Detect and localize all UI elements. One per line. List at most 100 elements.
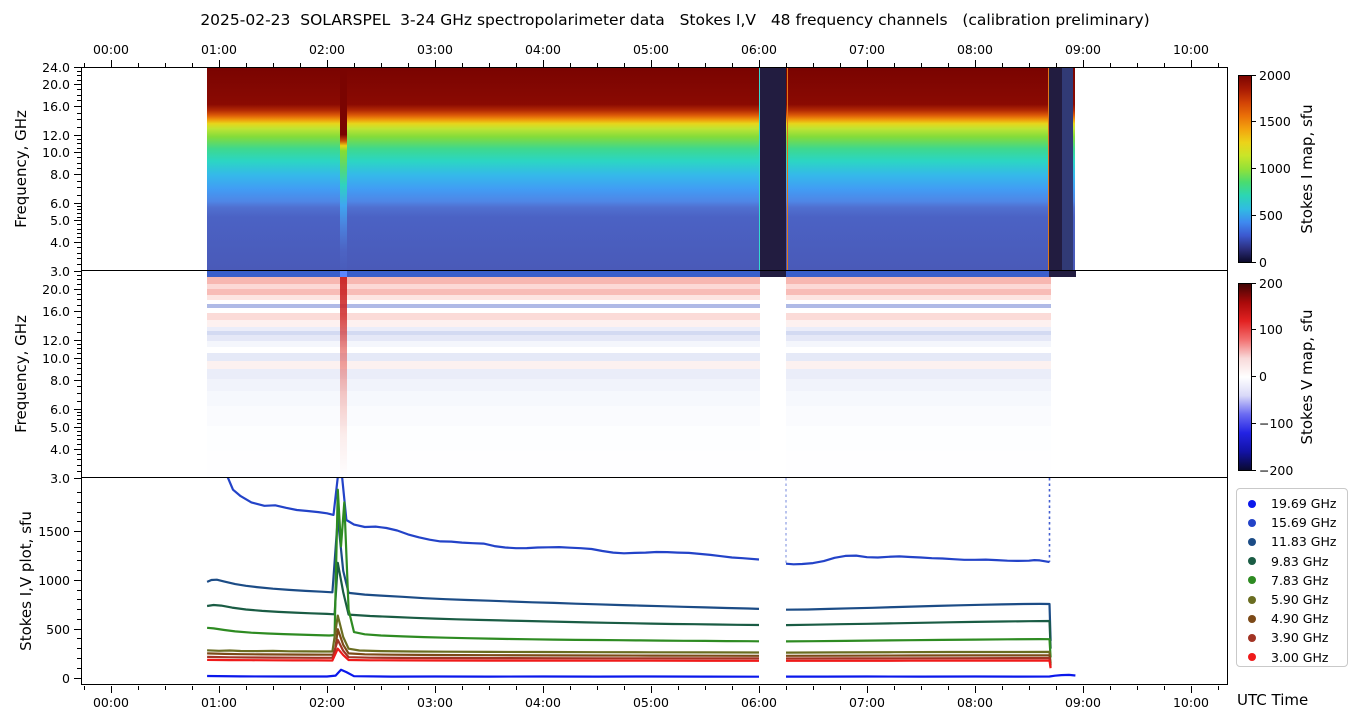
freq-minor-tick bbox=[77, 119, 81, 121]
x-minor-tick bbox=[596, 686, 598, 690]
x-tick-label: 07:00 bbox=[848, 42, 886, 57]
legend-item: 3.90 GHz bbox=[1237, 628, 1347, 647]
stokes-v-top-channel-band bbox=[207, 271, 1076, 277]
x-minor-tick bbox=[839, 686, 841, 690]
freq-minor-tick bbox=[77, 100, 81, 102]
x-minor-tick bbox=[1109, 63, 1111, 67]
colorbar-tick bbox=[1252, 282, 1256, 284]
freq-minor-tick bbox=[77, 157, 81, 159]
x-tick bbox=[326, 686, 328, 693]
x-minor-tick bbox=[1055, 686, 1057, 690]
x-tick-label: 04:00 bbox=[524, 42, 562, 57]
end-band-light-strip bbox=[1062, 68, 1073, 270]
x-minor-tick bbox=[191, 63, 193, 67]
freq-tick bbox=[74, 270, 81, 272]
x-minor-tick bbox=[623, 63, 625, 67]
x-tick-label: 03:00 bbox=[416, 42, 454, 57]
freq-minor-tick bbox=[77, 283, 81, 285]
freq-tick-label: 10.0 bbox=[42, 350, 70, 366]
x-minor-tick bbox=[1001, 63, 1003, 67]
x-tick-label: 08:00 bbox=[956, 42, 994, 57]
freq-minor-tick bbox=[77, 465, 81, 467]
freq-minor-tick bbox=[77, 79, 81, 81]
stokes-v-band bbox=[207, 406, 1051, 426]
x-tick bbox=[218, 686, 220, 693]
colorbar-tick bbox=[1252, 469, 1256, 471]
series-15-69-GHz bbox=[785, 554, 1050, 566]
x-minor-tick bbox=[1028, 686, 1030, 690]
y-minor-tick bbox=[77, 501, 81, 503]
freq-tick bbox=[74, 357, 81, 359]
legend-item: 3.00 GHz bbox=[1237, 648, 1347, 667]
legend-marker bbox=[1248, 576, 1256, 585]
x-minor-tick bbox=[731, 63, 733, 67]
freq-tick bbox=[74, 408, 81, 410]
freq-tick bbox=[74, 379, 81, 381]
stokes-v-band bbox=[207, 379, 1051, 391]
y-minor-tick bbox=[77, 609, 81, 611]
x-minor-tick bbox=[677, 686, 679, 690]
freq-minor-tick bbox=[77, 94, 81, 96]
freq-minor-tick bbox=[77, 393, 81, 395]
stokes-v-band bbox=[207, 361, 1051, 369]
x-minor-tick bbox=[785, 63, 787, 67]
stokes-i-colorbar bbox=[1238, 75, 1252, 263]
legend-label: 5.90 GHz bbox=[1271, 592, 1329, 608]
colorbar-tick-label: 0 bbox=[1259, 254, 1267, 270]
x-minor-tick bbox=[785, 686, 787, 690]
x-minor-tick bbox=[137, 63, 139, 67]
stokes-v-band bbox=[207, 353, 1051, 361]
colorbar-tick bbox=[1252, 329, 1256, 331]
series-3-00-GHz bbox=[786, 659, 1052, 669]
x-tick-label: 02:00 bbox=[308, 695, 346, 710]
legend-item: 15.69 GHz bbox=[1237, 513, 1347, 532]
x-tick bbox=[974, 60, 976, 67]
x-minor-tick bbox=[191, 686, 193, 690]
legend-item: 9.83 GHz bbox=[1237, 552, 1347, 571]
stokes-v-band bbox=[207, 320, 1051, 327]
colorbar-tick bbox=[1252, 74, 1256, 76]
freq-tick-label: 8.0 bbox=[50, 167, 70, 183]
x-tick-label: 03:00 bbox=[416, 695, 454, 710]
legend-marker bbox=[1248, 614, 1256, 623]
x-minor-tick bbox=[947, 686, 949, 690]
legend-item: 4.90 GHz bbox=[1237, 609, 1347, 628]
freq-minor-tick bbox=[77, 373, 81, 375]
x-minor-tick bbox=[569, 63, 571, 67]
stokes-v-band bbox=[207, 335, 1051, 341]
legend-item: 5.90 GHz bbox=[1237, 590, 1347, 609]
x-tick bbox=[218, 60, 220, 67]
y-minor-tick bbox=[77, 540, 81, 542]
freq-tick-label: 16.0 bbox=[42, 303, 70, 319]
stokes-iv-plot-panel bbox=[81, 478, 1228, 685]
gap-edge-orange-line bbox=[786, 68, 788, 270]
legend-marker bbox=[1248, 518, 1256, 527]
stokes-v-band bbox=[207, 304, 1051, 308]
x-minor-tick bbox=[704, 686, 706, 690]
freq-minor-tick bbox=[77, 205, 81, 207]
freq-tick bbox=[74, 426, 81, 428]
x-tick bbox=[758, 60, 760, 67]
freq-minor-tick bbox=[77, 216, 81, 218]
freq-minor-tick bbox=[77, 194, 81, 196]
y-tick-label: 1500 bbox=[38, 524, 70, 540]
colorbar-tick bbox=[1252, 214, 1256, 216]
series-5-90-GHz bbox=[207, 614, 760, 654]
freq-minor-tick bbox=[77, 386, 81, 388]
legend-item: 11.83 GHz bbox=[1237, 532, 1347, 551]
freq-minor-tick bbox=[77, 187, 81, 189]
x-tick bbox=[542, 686, 544, 693]
x-tick-label: 10:00 bbox=[1172, 695, 1210, 710]
figure-title: 2025-02-23 SOLARSPEL 3-24 GHz spectropol… bbox=[200, 11, 1150, 29]
light-curves-plot bbox=[206, 478, 1076, 678]
legend-label: 4.90 GHz bbox=[1271, 611, 1329, 627]
x-minor-tick bbox=[515, 686, 517, 690]
stokes-i-map-panel bbox=[81, 67, 1228, 271]
x-minor-tick bbox=[920, 63, 922, 67]
x-minor-tick bbox=[569, 686, 571, 690]
colorbar-tick-label: 1500 bbox=[1259, 114, 1291, 130]
x-tick-label: 01:00 bbox=[200, 695, 238, 710]
freq-minor-tick bbox=[77, 247, 81, 249]
freq-minor-tick bbox=[77, 75, 81, 77]
x-minor-tick bbox=[83, 686, 85, 690]
